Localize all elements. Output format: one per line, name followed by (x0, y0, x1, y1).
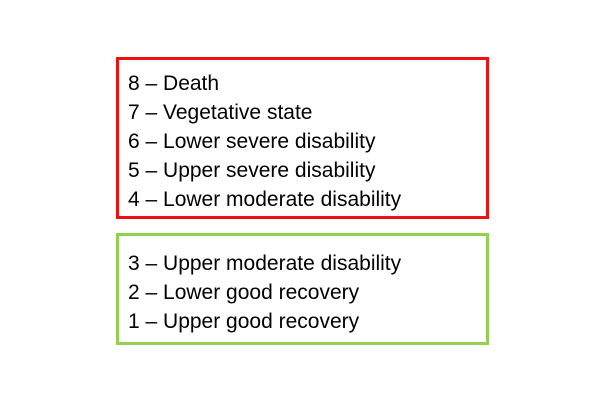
outcome-item: 1 – Upper good recovery (128, 310, 360, 333)
unfavourable-outcome-box: 8 – Death 7 – Vegetative state 6 – Lower… (116, 57, 489, 219)
outcome-item: 7 – Vegetative state (128, 101, 313, 124)
outcome-item: 3 – Upper moderate disability (128, 252, 402, 275)
favourable-outcome-box: 3 – Upper moderate disability 2 – Lower … (116, 233, 489, 345)
outcome-item: 8 – Death (128, 72, 220, 95)
outcome-item: 6 – Lower severe disability (128, 130, 376, 153)
outcome-item: 4 – Lower moderate disability (128, 188, 402, 211)
outcome-item: 2 – Lower good recovery (128, 281, 360, 304)
outcome-item: 5 – Upper severe disability (128, 159, 376, 182)
